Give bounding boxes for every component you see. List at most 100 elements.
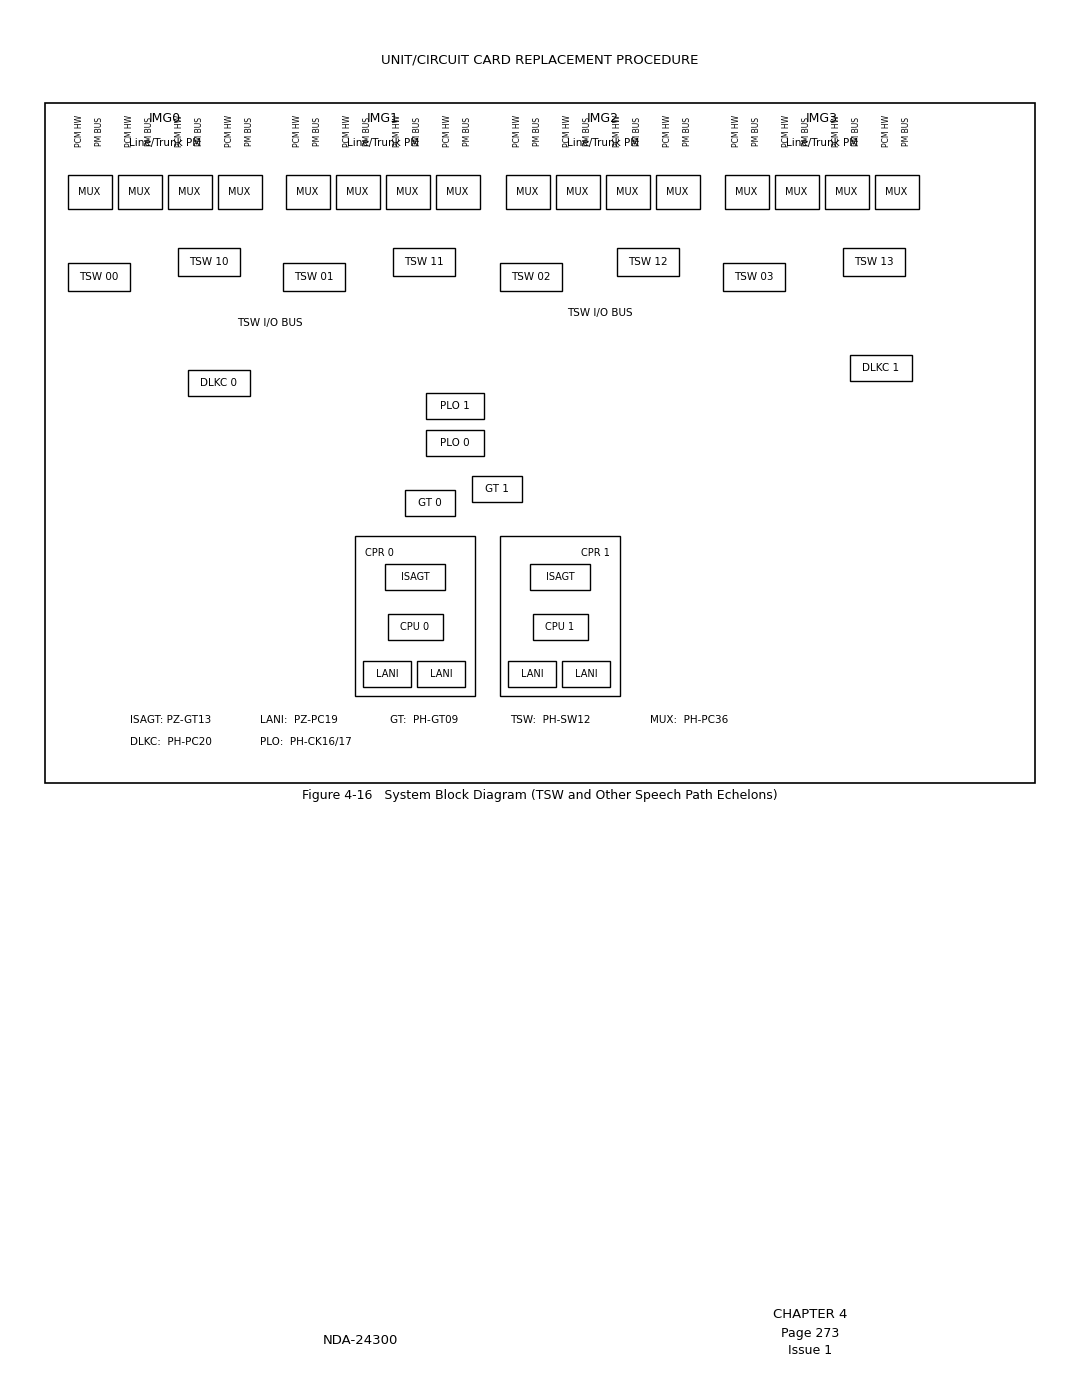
Text: UNIT/CIRCUIT CARD REPLACEMENT PROCEDURE: UNIT/CIRCUIT CARD REPLACEMENT PROCEDURE: [381, 53, 699, 67]
Bar: [824, 175, 868, 210]
Text: MUX: MUX: [296, 187, 319, 197]
Text: CPU 1: CPU 1: [545, 622, 575, 631]
Bar: [606, 175, 649, 210]
Text: PCM HW: PCM HW: [294, 115, 302, 147]
Text: PM BUS: PM BUS: [633, 116, 642, 145]
Text: MUX: MUX: [347, 187, 368, 197]
Text: PLO:  PH-CK16/17: PLO: PH-CK16/17: [260, 738, 352, 747]
Bar: [393, 249, 455, 277]
Text: CPU 0: CPU 0: [401, 622, 430, 631]
Bar: [384, 564, 445, 590]
Text: MUX: MUX: [516, 187, 539, 197]
Bar: [285, 175, 329, 210]
Text: PM BUS: PM BUS: [145, 116, 153, 145]
Bar: [417, 661, 465, 687]
Text: PCM HW: PCM HW: [175, 115, 185, 147]
Text: PM BUS: PM BUS: [194, 116, 204, 145]
Text: MUX: MUX: [835, 187, 858, 197]
Bar: [67, 175, 111, 210]
Text: PCM HW: PCM HW: [343, 115, 352, 147]
Text: GT 0: GT 0: [418, 497, 442, 509]
Bar: [386, 175, 430, 210]
Bar: [426, 430, 484, 455]
Text: TSW I/O BUS: TSW I/O BUS: [238, 319, 302, 328]
Text: IMG2: IMG2: [588, 112, 619, 124]
Bar: [723, 263, 785, 291]
Text: Issue 1: Issue 1: [788, 1344, 832, 1356]
Text: PCM HW: PCM HW: [613, 115, 622, 147]
Text: GT 1: GT 1: [485, 483, 509, 495]
Bar: [405, 490, 455, 515]
Text: ISAGT: PZ-GT13: ISAGT: PZ-GT13: [130, 715, 212, 725]
Text: PCM HW: PCM HW: [125, 115, 134, 147]
Text: ISAGT: ISAGT: [401, 571, 430, 583]
Text: MUX: MUX: [886, 187, 907, 197]
Text: DLKC:  PH-PC20: DLKC: PH-PC20: [130, 738, 212, 747]
Text: MUX: MUX: [617, 187, 638, 197]
Text: TSW 13: TSW 13: [854, 257, 894, 267]
Text: CPR 1: CPR 1: [581, 548, 610, 557]
Bar: [530, 564, 590, 590]
Text: MUX:  PH-PC36: MUX: PH-PC36: [650, 715, 728, 725]
Bar: [850, 355, 912, 381]
Text: PCM HW: PCM HW: [782, 115, 792, 147]
Text: MUX: MUX: [785, 187, 808, 197]
Bar: [555, 175, 599, 210]
Bar: [508, 661, 556, 687]
Text: Line/Trunk PM: Line/Trunk PM: [347, 138, 419, 148]
Bar: [178, 249, 240, 277]
Text: PM BUS: PM BUS: [902, 116, 910, 145]
Text: PCM HW: PCM HW: [393, 115, 403, 147]
Text: PM BUS: PM BUS: [245, 116, 254, 145]
Text: PM BUS: PM BUS: [313, 116, 322, 145]
Bar: [562, 661, 610, 687]
Bar: [500, 263, 562, 291]
Text: LANI: LANI: [430, 669, 453, 679]
Bar: [363, 661, 411, 687]
Bar: [435, 175, 480, 210]
Text: Line/Trunk PM: Line/Trunk PM: [129, 138, 201, 148]
Text: TSW 11: TSW 11: [404, 257, 444, 267]
Text: PCM HW: PCM HW: [833, 115, 841, 147]
Text: LANI:  PZ-PC19: LANI: PZ-PC19: [260, 715, 338, 725]
Text: MUX: MUX: [396, 187, 419, 197]
Bar: [500, 536, 620, 696]
Text: LANI: LANI: [575, 669, 597, 679]
Text: TSW I/O BUS: TSW I/O BUS: [567, 307, 633, 319]
Text: CHAPTER 4: CHAPTER 4: [773, 1309, 847, 1322]
Text: PM BUS: PM BUS: [95, 116, 104, 145]
Text: PM BUS: PM BUS: [852, 116, 861, 145]
Text: PM BUS: PM BUS: [532, 116, 542, 145]
Text: GT:  PH-GT09: GT: PH-GT09: [390, 715, 458, 725]
Text: TSW 03: TSW 03: [734, 272, 773, 282]
Text: PLO 0: PLO 0: [441, 439, 470, 448]
Bar: [774, 175, 819, 210]
Bar: [68, 263, 130, 291]
Text: MUX: MUX: [79, 187, 100, 197]
Bar: [875, 175, 918, 210]
Text: PM BUS: PM BUS: [462, 116, 472, 145]
Text: PM BUS: PM BUS: [363, 116, 372, 145]
Text: Line/Trunk PM: Line/Trunk PM: [567, 138, 639, 148]
Text: Figure 4-16   System Block Diagram (TSW and Other Speech Path Echelons): Figure 4-16 System Block Diagram (TSW an…: [302, 788, 778, 802]
Bar: [167, 175, 212, 210]
Text: CPR 0: CPR 0: [365, 548, 394, 557]
Text: TSW 00: TSW 00: [79, 272, 119, 282]
Text: PM BUS: PM BUS: [801, 116, 811, 145]
Bar: [472, 476, 522, 502]
Text: PM BUS: PM BUS: [583, 116, 592, 145]
Bar: [283, 263, 345, 291]
Text: IMG1: IMG1: [367, 112, 399, 124]
Text: IMG3: IMG3: [806, 112, 838, 124]
Bar: [45, 103, 1035, 782]
Bar: [843, 249, 905, 277]
Text: PCM HW: PCM HW: [882, 115, 891, 147]
Bar: [217, 175, 261, 210]
Text: DLKC 1: DLKC 1: [863, 363, 900, 373]
Bar: [656, 175, 700, 210]
Text: TSW 10: TSW 10: [189, 257, 229, 267]
Text: MUX: MUX: [666, 187, 689, 197]
Text: IMG0: IMG0: [149, 112, 181, 124]
Text: TSW:  PH-SW12: TSW: PH-SW12: [510, 715, 591, 725]
Text: Page 273: Page 273: [781, 1327, 839, 1340]
